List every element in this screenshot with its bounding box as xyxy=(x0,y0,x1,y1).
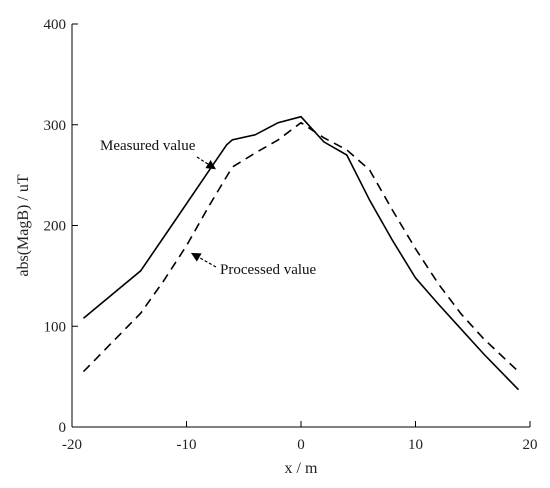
x-tick-label: 10 xyxy=(408,437,423,453)
annotations: Measured value Processed value xyxy=(100,138,317,278)
measured-value-annotation: Measured value xyxy=(100,138,196,154)
y-tick-label: 0 xyxy=(59,420,67,436)
y-tick-label: 300 xyxy=(44,118,67,134)
processed-value-line xyxy=(82,121,520,373)
axes: 0 100 200 300 400 -20 -10 0 10 20 xyxy=(44,17,538,453)
y-axis-label: abs(MagB) / uT xyxy=(15,174,32,276)
series-lines xyxy=(82,115,520,391)
x-tick-label: 0 xyxy=(297,437,305,453)
y-tick-label: 400 xyxy=(44,17,67,33)
measured-value-line xyxy=(82,115,520,391)
y-tick-label: 200 xyxy=(44,219,67,235)
processed-value-annotation: Processed value xyxy=(220,262,317,278)
x-axis-label: x / m xyxy=(285,460,318,477)
measured-value-arrow xyxy=(196,156,217,170)
x-tick-label: -20 xyxy=(62,437,82,453)
y-tick-label: 100 xyxy=(44,319,67,335)
x-tick-label: -10 xyxy=(177,437,197,453)
x-tick-label: 20 xyxy=(523,437,538,453)
processed-value-arrow xyxy=(190,252,217,268)
